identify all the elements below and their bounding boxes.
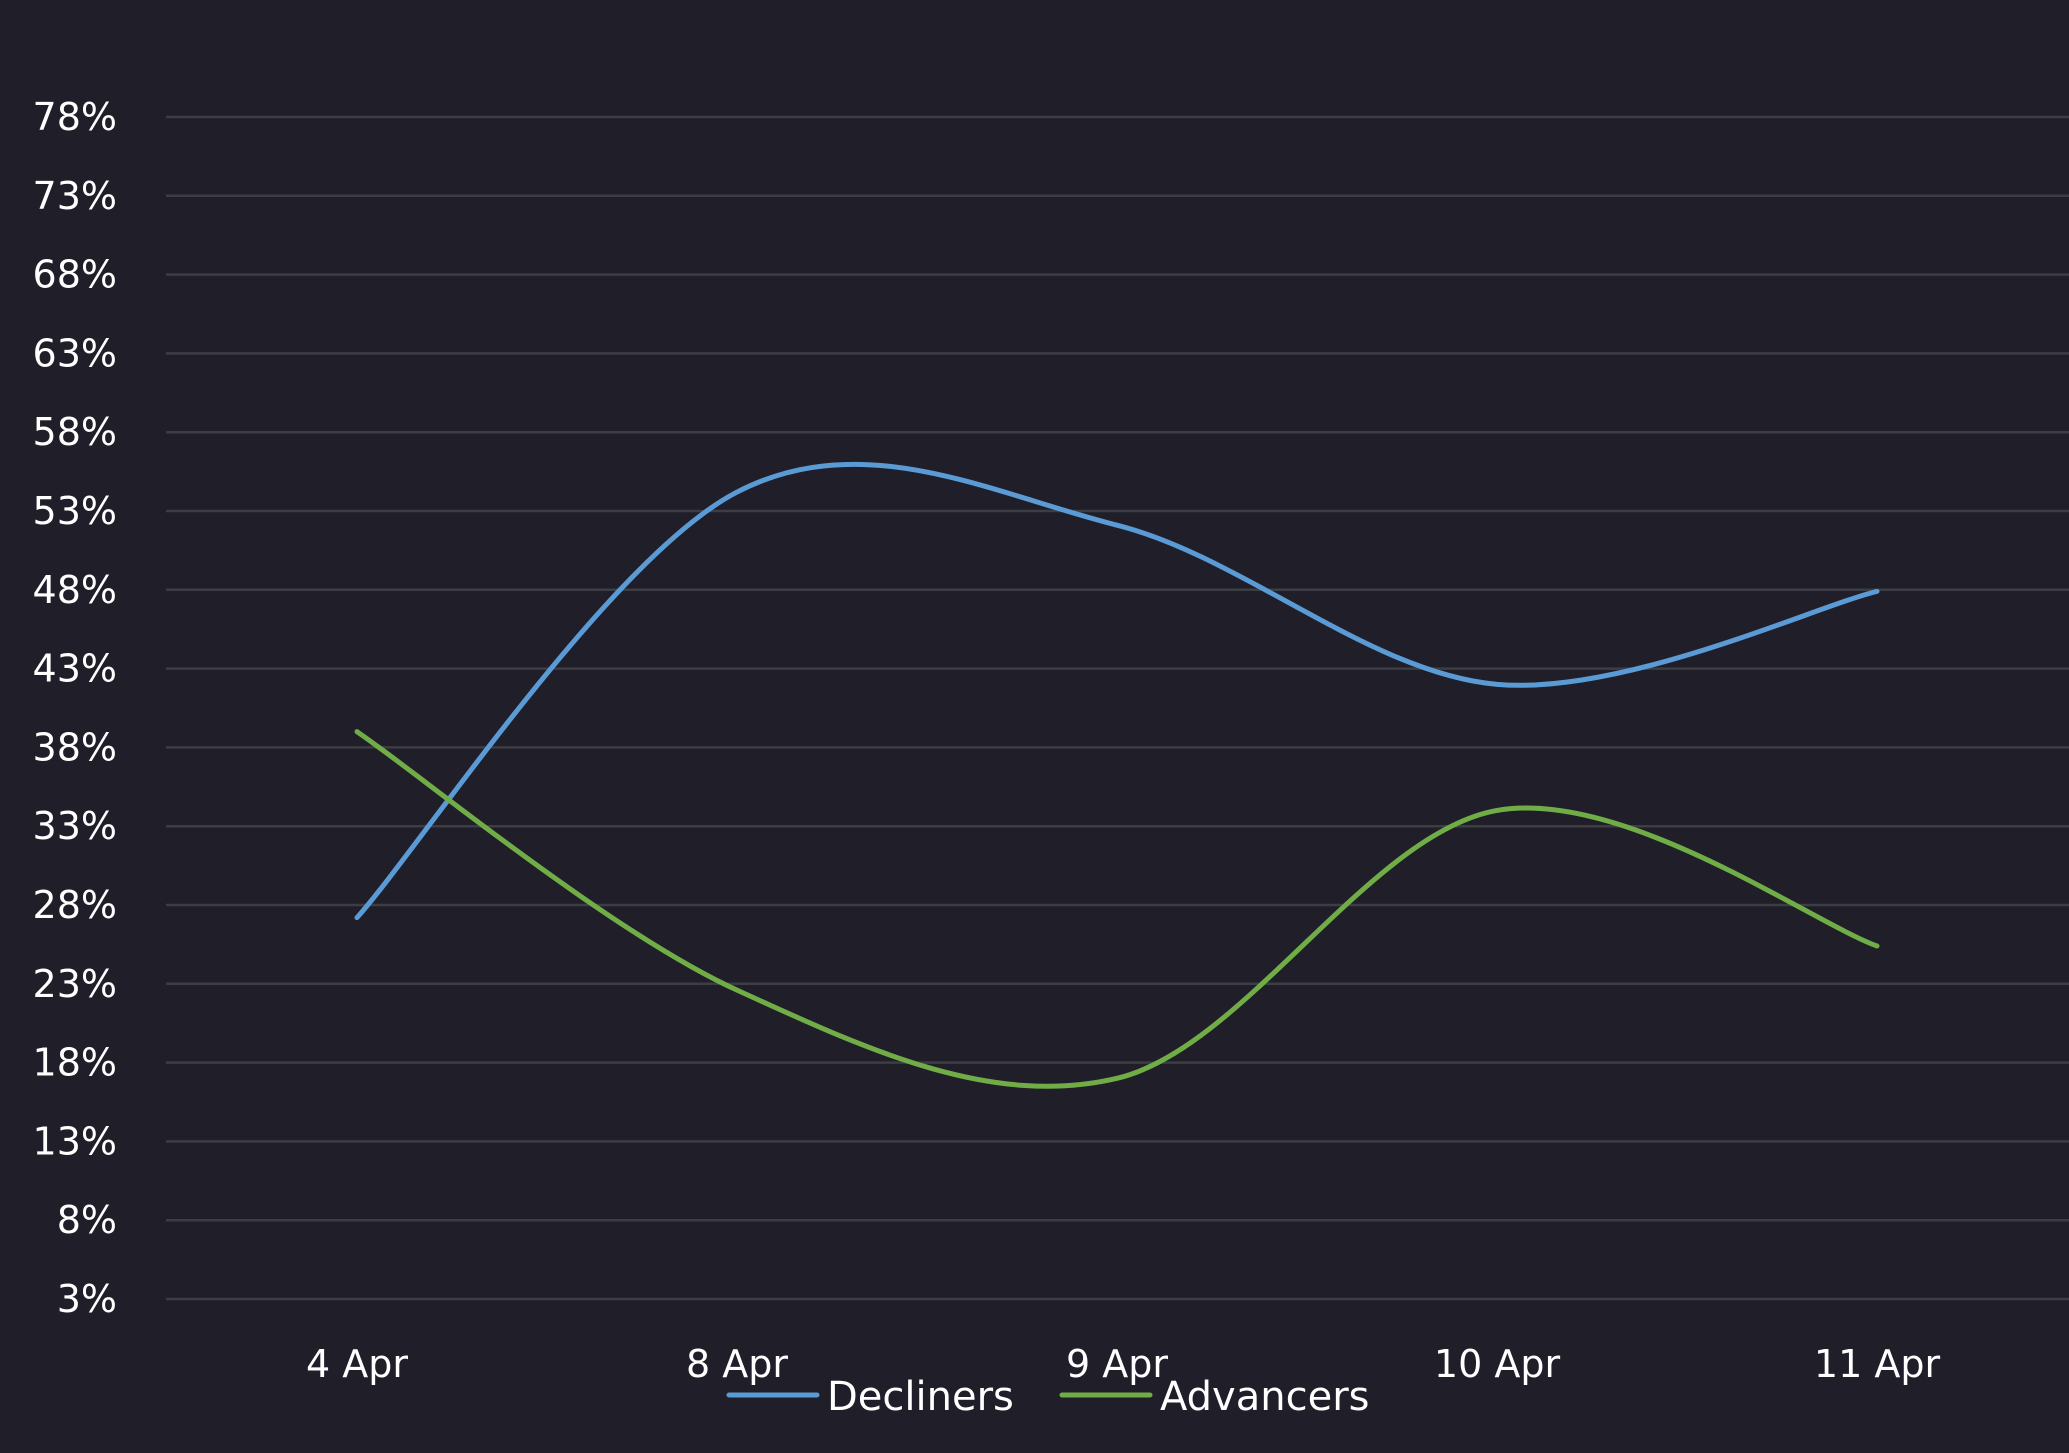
y-tick-label: 43% [33, 647, 117, 691]
y-tick-label: 13% [33, 1119, 117, 1163]
y-tick-label: 53% [33, 489, 117, 533]
x-axis-tick-labels: 4 Apr 8 Apr 9 Apr 10 Apr 11 Apr [306, 1342, 1940, 1386]
y-tick-label: 73% [33, 174, 117, 218]
series-lines [354, 461, 1880, 1089]
legend-label: Decliners [827, 1374, 1014, 1420]
y-tick-label: 23% [33, 962, 117, 1006]
gridlines [166, 115, 2069, 1301]
y-tick-label: 38% [33, 725, 117, 769]
x-tick-label: 9 Apr [1066, 1342, 1168, 1386]
series-line-decliners [354, 461, 1880, 921]
y-tick-label: 33% [33, 804, 117, 848]
x-tick-label: 4 Apr [306, 1342, 408, 1386]
y-tick-label: 18% [33, 1041, 117, 1085]
y-tick-label: 28% [33, 883, 117, 927]
x-tick-label: 8 Apr [686, 1342, 788, 1386]
series-line-advancers [354, 729, 1880, 1089]
legend-label: Advancers [1160, 1374, 1369, 1420]
y-tick-label: 48% [33, 568, 117, 612]
y-tick-label: 8% [57, 1198, 117, 1242]
legend: Decliners Advancers [726, 1374, 1369, 1420]
y-tick-label: 78% [33, 95, 117, 139]
y-tick-label: 63% [33, 331, 117, 375]
x-tick-label: 10 Apr [1434, 1342, 1561, 1386]
y-tick-label: 58% [33, 410, 117, 454]
y-tick-label: 3% [57, 1277, 117, 1321]
y-axis-tick-labels: 3% 8% 13% 18% 23% 28% 33% 38% 43% 48% 53% 58% 63% 68%… [33, 95, 117, 1321]
x-tick-label: 11 Apr [1814, 1342, 1941, 1386]
legend-item-decliners: Decliners [726, 1374, 1014, 1420]
y-tick-label: 68% [33, 253, 117, 297]
legend-item-advancers: Advancers [1059, 1374, 1369, 1420]
